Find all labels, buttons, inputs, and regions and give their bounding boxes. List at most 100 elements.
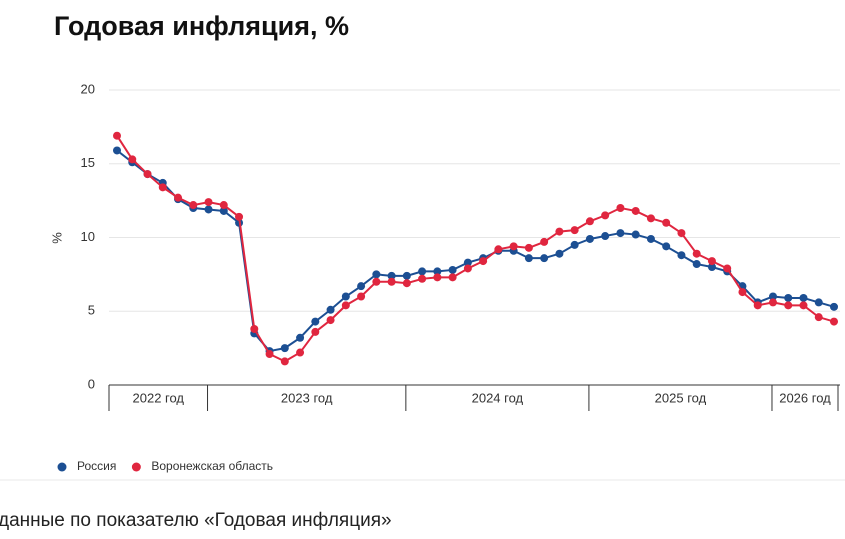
point (235, 212, 244, 221)
point (524, 254, 533, 263)
point (265, 350, 274, 359)
point (341, 292, 350, 301)
point (830, 302, 838, 311)
point (219, 206, 228, 215)
point (128, 155, 137, 164)
point (448, 273, 457, 282)
point (402, 271, 411, 280)
point (433, 273, 442, 282)
point (585, 234, 594, 243)
point (631, 206, 640, 215)
point (768, 292, 777, 301)
y-tick-label: 15 (81, 155, 95, 170)
point (372, 277, 381, 286)
point (357, 292, 366, 301)
point (540, 237, 549, 246)
point (570, 240, 579, 249)
point (509, 242, 518, 251)
point (204, 198, 213, 207)
point (402, 279, 411, 288)
point (723, 264, 732, 273)
point (662, 218, 671, 227)
year-label: 2025 год (655, 390, 707, 405)
point (738, 288, 747, 297)
footer: данные по показателю «Годовая инфляция» (0, 510, 392, 531)
point (479, 257, 488, 266)
legend-label: Россия (77, 459, 116, 473)
point (280, 344, 289, 353)
point (616, 229, 625, 238)
point (326, 305, 335, 314)
point (311, 327, 320, 336)
point (799, 293, 808, 302)
point (799, 301, 808, 310)
point (418, 267, 427, 276)
point (677, 251, 686, 260)
point (692, 260, 701, 269)
point (601, 232, 610, 241)
point (494, 245, 503, 254)
point (784, 301, 793, 310)
point (280, 357, 289, 366)
point (204, 205, 213, 214)
year-label: 2024 год (472, 390, 524, 405)
legend-marker (57, 462, 67, 472)
point (341, 301, 350, 310)
point (524, 243, 533, 252)
point (753, 301, 762, 310)
y-tick-label: 10 (81, 229, 95, 244)
point (814, 313, 823, 322)
point (357, 282, 366, 291)
point (707, 263, 716, 271)
point (326, 316, 335, 325)
year-label: 2023 год (281, 390, 333, 405)
point (158, 183, 167, 192)
point (601, 211, 610, 220)
point (616, 204, 625, 212)
point (784, 293, 793, 302)
y-tick-label: 20 (81, 81, 95, 96)
point (540, 254, 549, 263)
point (372, 270, 381, 279)
point (113, 146, 121, 155)
point (692, 249, 701, 258)
point (677, 229, 686, 238)
point (311, 317, 320, 326)
point (814, 298, 823, 307)
point (646, 234, 655, 243)
point (250, 324, 259, 333)
point (555, 227, 564, 236)
point (296, 333, 305, 342)
series-line (116, 135, 835, 363)
point (387, 277, 396, 286)
point (463, 258, 472, 267)
year-label: 2026 год (779, 390, 831, 405)
point (113, 131, 121, 140)
point (646, 214, 655, 223)
point (631, 230, 640, 239)
point (219, 201, 228, 210)
point (189, 201, 198, 210)
point (570, 226, 579, 235)
y-tick-label: 5 (88, 303, 95, 318)
point (433, 267, 442, 276)
point (143, 170, 152, 179)
point (768, 298, 777, 307)
point (707, 257, 716, 266)
point (448, 265, 457, 274)
point (174, 193, 183, 202)
point (418, 274, 427, 283)
legend-marker (131, 462, 141, 472)
point (463, 264, 472, 273)
series-line (116, 149, 835, 353)
year-label: 2022 год (133, 390, 185, 405)
point (296, 348, 305, 357)
point (585, 217, 594, 226)
chart-title: Годовая инфляция, % (54, 11, 349, 41)
legend-label: Воронежская область (151, 459, 273, 473)
point (662, 242, 671, 251)
y-tick-label: 0 (88, 376, 95, 391)
point (830, 317, 838, 326)
point (387, 271, 396, 280)
